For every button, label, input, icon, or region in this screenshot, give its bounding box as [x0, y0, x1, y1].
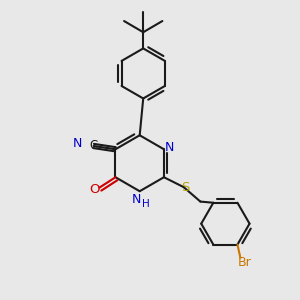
- Text: Br: Br: [238, 256, 252, 269]
- Text: N: N: [73, 137, 82, 150]
- Text: N: N: [164, 141, 174, 154]
- Text: N: N: [132, 193, 141, 206]
- Text: O: O: [90, 183, 100, 196]
- Text: S: S: [181, 181, 189, 194]
- Text: H: H: [142, 199, 149, 208]
- Text: C: C: [89, 140, 98, 152]
